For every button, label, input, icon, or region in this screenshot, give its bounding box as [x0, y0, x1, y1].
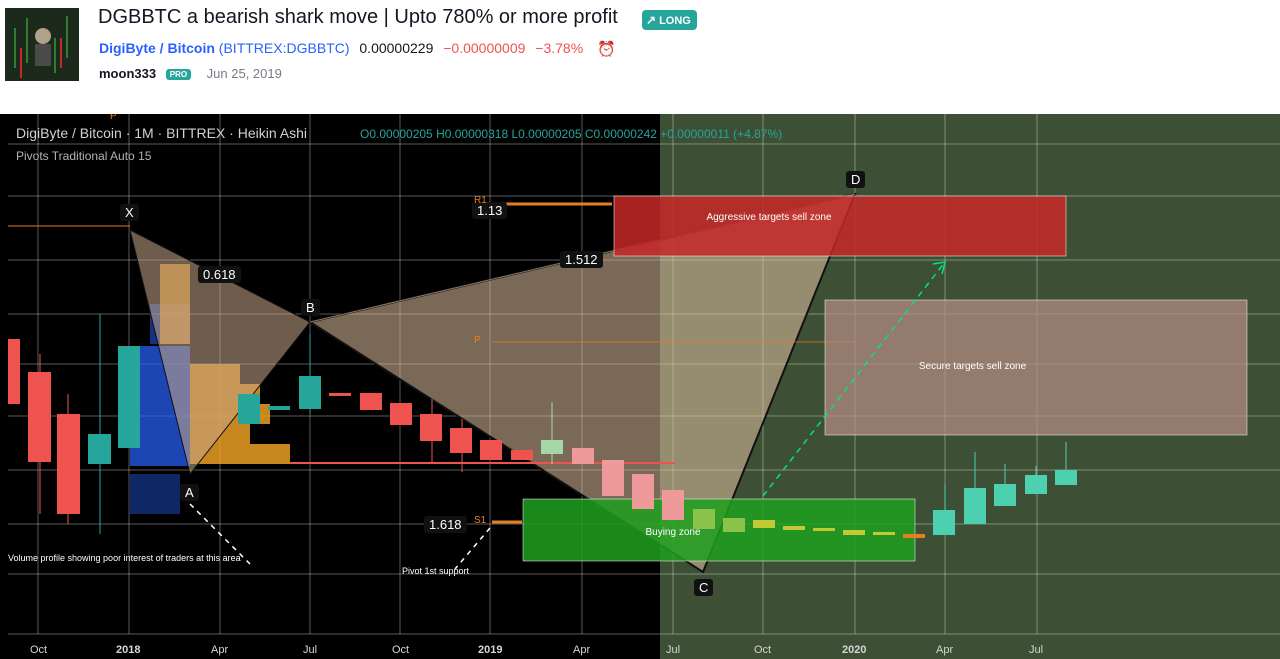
x-tick-9: 2020	[842, 644, 867, 656]
secure-zone-label: Secure targets sell zone	[918, 361, 1027, 372]
pivot-r1-label: R1	[474, 195, 487, 206]
ratio-1618: 1.618	[424, 516, 467, 533]
idea-thumbnail[interactable]	[5, 8, 79, 81]
badge-label: LONG	[659, 15, 691, 27]
projection-arrow	[762, 261, 946, 497]
point-b: B	[301, 299, 320, 316]
symbol-change: −0.00000009	[443, 40, 526, 56]
ratio-1512: 1.512	[560, 251, 603, 268]
pivot-p-top-label: P	[110, 114, 117, 122]
x-tick-0: Oct	[30, 644, 48, 656]
buying-zone-label: Buying zone	[645, 527, 701, 538]
x-tick-5: 2019	[478, 644, 503, 656]
ratio-113: 1.13	[472, 202, 508, 219]
ratio-0618: 0.618	[198, 266, 241, 283]
aggressive-zone	[613, 195, 1067, 257]
x-tick-8: Oct	[754, 644, 772, 656]
chart-ohlc: O0.00000205 H0.00000318 L0.00000205 C0.0…	[360, 127, 783, 141]
x-tick-2: Apr	[211, 644, 229, 656]
pivot-p-label: P	[474, 335, 481, 346]
x-tick-4: Oct	[392, 644, 410, 656]
long-badge: ↗ LONG	[642, 10, 697, 30]
secure-zone	[824, 299, 1248, 436]
point-a: A	[180, 484, 199, 501]
chart-legend-title: DigiByte / Bitcoin · 1M · BITTREX · Heik…	[16, 125, 307, 141]
point-x: X	[120, 204, 139, 221]
x-tick-3: Jul	[303, 644, 318, 656]
symbol-code-text: BITTREX:DGBBTC	[223, 40, 345, 56]
candles	[8, 314, 1077, 538]
idea-title: DGBBTC a bearish shark move | Upto 780% …	[98, 6, 618, 28]
aggressive-zone-label: Aggressive targets sell zone	[706, 212, 832, 223]
x-tick-10: Apr	[936, 644, 954, 656]
pivot-s1-label: S1	[474, 515, 487, 526]
symbol-row: DigiByte / Bitcoin (BITTREX:DGBBTC) 0.00…	[99, 40, 616, 58]
author-row: moon333 PRO Jun 25, 2019	[99, 66, 282, 81]
x-tick-7: Jul	[666, 644, 681, 656]
indicator-label: Pivots Traditional Auto 15	[16, 149, 152, 163]
point-d: D	[846, 171, 866, 188]
x-tick-1: 2018	[116, 644, 141, 656]
symbol-change-pct: −3.78%	[535, 40, 584, 56]
publish-date: Jun 25, 2019	[206, 66, 282, 81]
author-name[interactable]: moon333	[99, 66, 157, 81]
x-tick-11: Jul	[1029, 644, 1044, 656]
pivot-note: Pivot 1st support	[402, 566, 470, 576]
chart-image[interactable]: DigiByte / Bitcoin · 1M · BITTREX · Heik…	[0, 114, 1280, 659]
symbol-name-link[interactable]: DigiByte / Bitcoin	[99, 40, 215, 56]
symbol-code-link[interactable]: (BITTREX:DGBBTC)	[218, 40, 350, 56]
trend-up-icon: ↗	[646, 13, 657, 27]
pro-badge: PRO	[165, 69, 192, 81]
add-alert-icon[interactable]: ⏰	[597, 41, 616, 59]
thumbnail-image	[5, 8, 79, 81]
volume-note: Volume profile showing poor interest of …	[8, 553, 241, 563]
chart-canvas	[0, 114, 1280, 659]
symbol-price: 0.00000229	[359, 40, 434, 56]
x-tick-6: Apr	[573, 644, 591, 656]
point-c: C	[694, 579, 714, 596]
